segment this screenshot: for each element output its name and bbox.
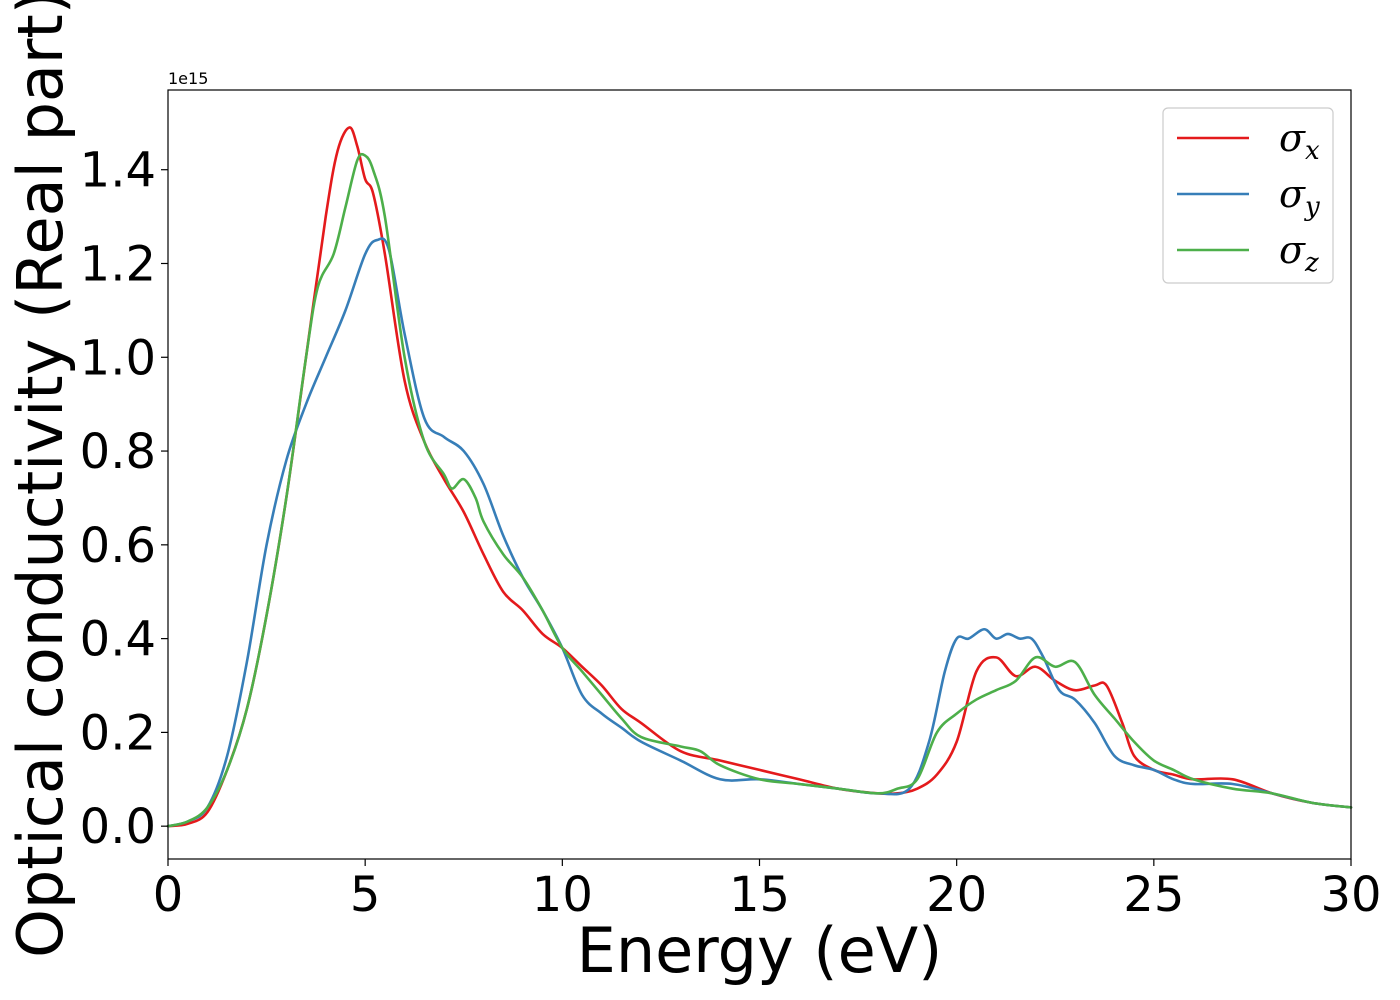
series-line-sigma-y [166,237,1353,828]
series-line-sigma-x [166,126,1353,828]
legend-label-sigma-y: σy [1279,172,1320,222]
x-tick-label: 10 [532,867,593,923]
y-axis: 0.0 0.2 0.4 0.6 0.8 1.0 1.2 1.4 [80,143,168,855]
x-tick-label: 15 [729,867,790,923]
y-tick-label: 1.2 [80,236,156,292]
plot-area [168,90,1351,859]
legend-label-sigma-z: σz [1279,228,1319,278]
x-axis: 0 5 10 15 20 25 30 [153,859,1382,923]
legend-label-base: σ [1279,228,1306,272]
y-tick-label: 0.6 [80,518,156,574]
y-tick-label: 0.2 [80,705,156,761]
legend-label-subscript: x [1305,136,1320,166]
y-tick-label: 1.0 [80,330,156,386]
x-tick-label: 0 [153,867,184,923]
x-tick-label: 20 [926,867,987,923]
y-tick-label: 0.8 [80,424,156,480]
x-tick-label: 25 [1123,867,1184,923]
y-tick-label: 1.4 [80,143,156,199]
legend-box [1162,107,1334,284]
y-axis-title: Optical conductivity (Real part) [4,0,77,958]
legend-label-base: σ [1279,116,1306,160]
y-tick-label: 0.0 [80,799,156,855]
y-tick-label: 0.4 [80,612,156,668]
series-line-sigma-z [166,152,1353,828]
legend-label-sigma-x: σx [1279,116,1320,166]
series-layer [166,126,1353,828]
x-tick-label: 30 [1320,867,1381,923]
legend-label-subscript: y [1304,192,1320,222]
x-axis-title: Energy (eV) [577,914,943,987]
legend-label-subscript: z [1304,248,1319,278]
y-offset-text: 1e15 [168,69,208,88]
x-tick-label: 5 [350,867,381,923]
legend-label-base: σ [1279,172,1306,216]
